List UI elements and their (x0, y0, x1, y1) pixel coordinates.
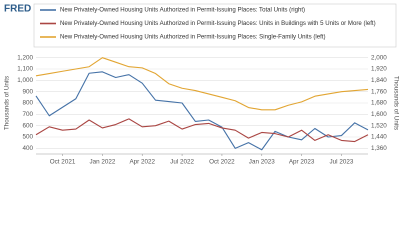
x-tick-label: Apr 2023 (289, 159, 315, 166)
y-tick-label: 600 (22, 122, 33, 129)
y-tick-label: 800 (22, 100, 33, 107)
y2-tick-label: 1,920 (371, 66, 387, 73)
y-tick-label: 1,200 (17, 54, 33, 61)
series-line (35, 57, 369, 111)
legend-label: New Privately-Owned Housing Units Author… (60, 34, 326, 41)
series-line (35, 71, 369, 151)
y2-tick-label: 1,680 (371, 100, 387, 107)
y-tick-label: 500 (22, 134, 33, 141)
y2-tick-label: 1,440 (371, 134, 387, 141)
y-tick-label: 400 (22, 145, 33, 152)
x-tick-label: Jan 2023 (249, 159, 275, 166)
y-tick-label: 1,100 (17, 66, 33, 73)
legend-box (33, 3, 397, 48)
y2-tick-label: 1,760 (371, 88, 387, 95)
y2-tick-label: 1,840 (371, 77, 387, 84)
chart: FRED Thousands of Units Thousands of Uni… (3, 3, 400, 166)
series-line (35, 118, 369, 143)
y2-axis-title: Thousands of Units (392, 76, 399, 130)
legend-label: New Privately-Owned Housing Units Author… (60, 20, 376, 27)
y-tick-label: 700 (22, 111, 33, 118)
legend-label: New Privately-Owned Housing Units Author… (60, 7, 305, 14)
y-axis-title: Thousands of Units (4, 76, 11, 130)
x-tick-label: Jan 2022 (89, 159, 115, 166)
y-tick-label: 1,000 (17, 77, 33, 84)
y2-tick-label: 1,520 (371, 122, 387, 129)
x-tick-label: Apr 2022 (129, 159, 155, 166)
y2-tick-label: 2,000 (371, 54, 387, 61)
x-tick-label: Jul 2023 (330, 159, 354, 166)
y2-tick-label: 1,360 (371, 145, 387, 152)
x-tick-label: Oct 2021 (50, 159, 76, 166)
logo: FRED (4, 4, 31, 15)
y-tick-label: 900 (22, 88, 33, 95)
x-tick-label: Oct 2022 (209, 159, 235, 166)
y2-tick-label: 1,600 (371, 111, 387, 118)
x-tick-label: Jul 2022 (170, 159, 194, 166)
